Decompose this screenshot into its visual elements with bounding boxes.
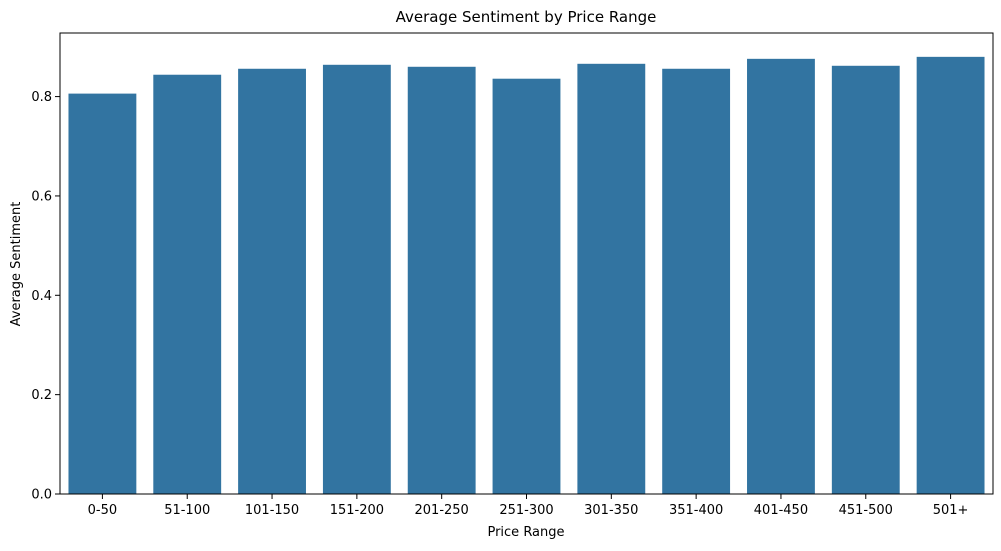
- x-tick-label: 201-250: [415, 503, 469, 518]
- bar-401-450: [747, 58, 815, 494]
- x-axis-label: Price Range: [487, 525, 564, 540]
- bar-451-500: [831, 65, 900, 495]
- y-tick-label: 0.6: [31, 189, 52, 204]
- x-tick-label: 451-500: [839, 503, 893, 518]
- chart-title: Average Sentiment by Price Range: [396, 8, 657, 26]
- y-tick-label: 0.0: [31, 488, 52, 503]
- bar-101-150: [238, 68, 306, 494]
- bar-351-400: [662, 68, 731, 494]
- x-tick-label: 401-450: [754, 503, 808, 518]
- bar-501+: [916, 56, 985, 495]
- y-tick-label: 0.2: [31, 388, 52, 403]
- bar-151-200: [322, 64, 391, 495]
- x-axis-ticks: 0-50 51-100 101-150 151-200 201-250 251-300 30…: [88, 494, 969, 518]
- plot-frame: [59, 32, 994, 495]
- y-tick-label: 0.8: [31, 90, 52, 105]
- x-tick-label: 151-200: [330, 503, 384, 518]
- x-tick-label: 101-150: [245, 503, 299, 518]
- bar-0-50: [68, 93, 137, 495]
- bar-301-350: [577, 63, 646, 495]
- x-tick-label: 251-300: [499, 503, 553, 518]
- bar-51-100: [153, 74, 222, 494]
- y-axis-ticks: 0.0 0.2 0.4 0.6 0.8: [31, 90, 60, 503]
- bar-251-300: [492, 78, 561, 495]
- x-tick-label: 351-400: [669, 503, 723, 518]
- x-tick-label: 301-350: [584, 503, 638, 518]
- bar-201-250: [407, 66, 476, 494]
- x-tick-label: 501+: [933, 503, 969, 518]
- x-tick-label: 51-100: [164, 503, 210, 518]
- x-tick-label: 0-50: [88, 503, 118, 518]
- bars-layer: [68, 56, 985, 495]
- y-axis-label: Average Sentiment: [9, 202, 24, 327]
- y-tick-label: 0.4: [31, 289, 52, 304]
